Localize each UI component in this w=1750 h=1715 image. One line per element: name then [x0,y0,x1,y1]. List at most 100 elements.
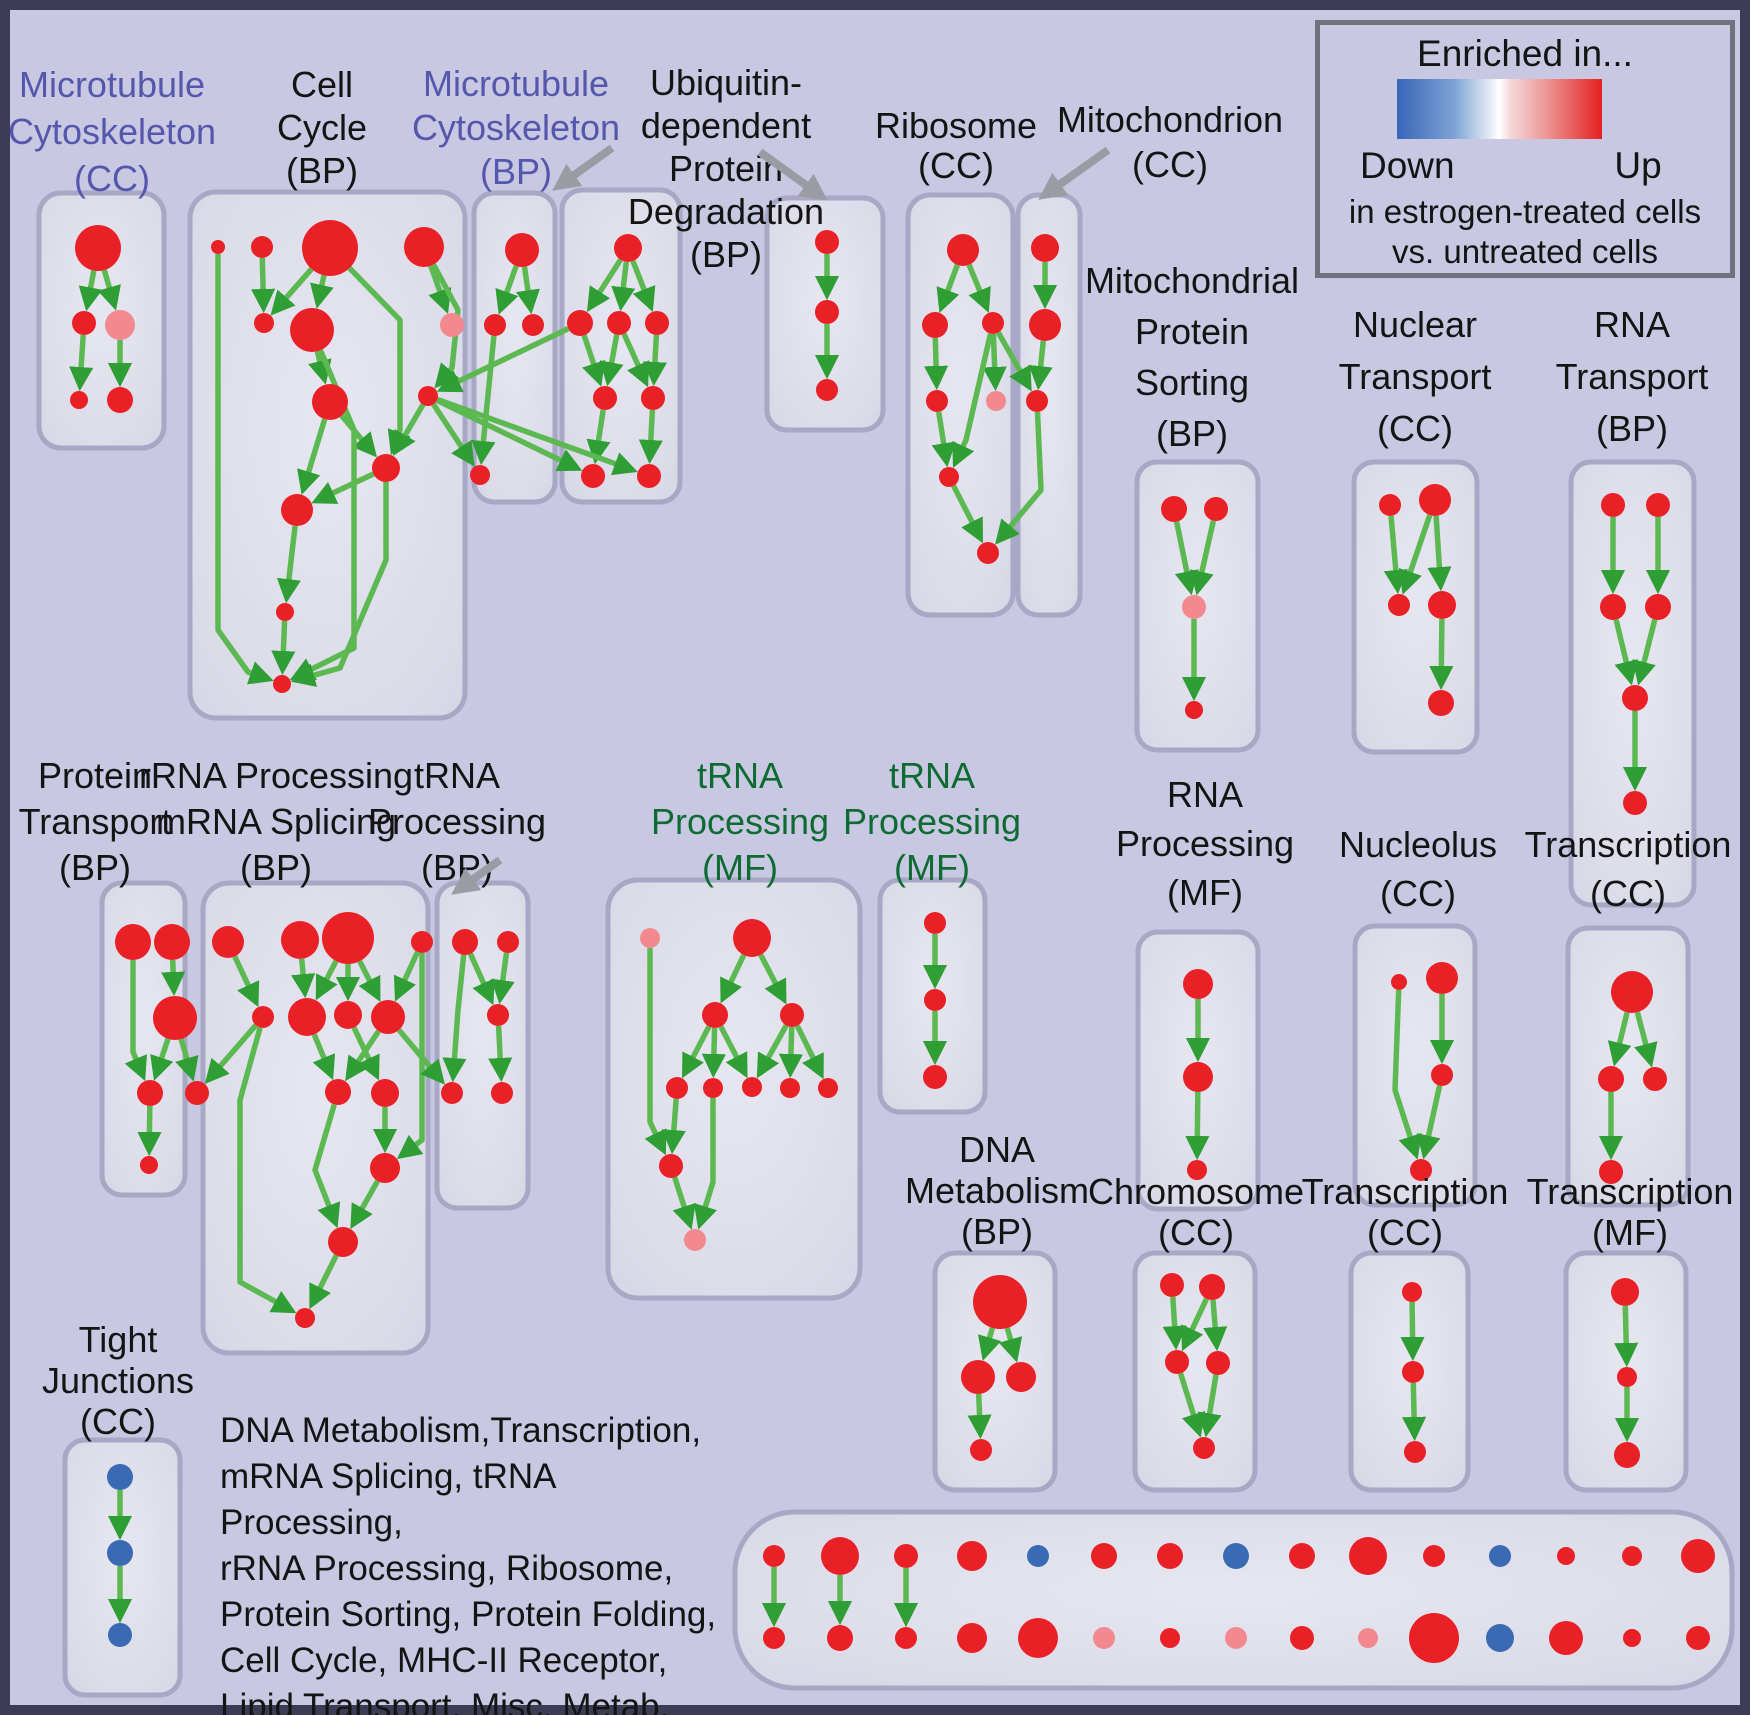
go-term-node [1611,1278,1639,1306]
go-term-node [487,1004,509,1026]
go-term-node [1423,1545,1445,1567]
go-term-node [1289,1543,1315,1569]
go-term-node [505,233,539,267]
cluster-label-mitochondrion-cc: Mitochondrion [1057,99,1283,140]
go-relation-edge [982,333,1007,392]
go-relation-edge [586,409,611,465]
go-relation-edge [351,1026,380,1081]
go-term-node [1402,1282,1422,1302]
go-term-node [1187,1160,1207,1180]
go-term-node [1029,309,1061,341]
go-term-node [1206,1351,1230,1375]
cluster-label-cell-cycle-bp: Cycle [277,107,367,148]
go-term-node [703,1078,723,1098]
cluster-box-misc-cluster-pill [732,1509,1735,1691]
go-term-node [1358,1628,1378,1648]
go-relation-edge [232,955,260,1008]
go-relation-edge [1185,1091,1210,1161]
cluster-box-nuclear-transport-cc [1351,459,1480,755]
go-term-node [1643,1067,1667,1091]
go-term-node [1601,493,1625,517]
go-term-node [185,1081,209,1105]
go-relation-edge [630,260,656,312]
cluster-label-ribosome-cc: Ribosome [875,105,1037,146]
go-term-node [1006,1362,1036,1392]
go-relation-edge [1028,340,1053,391]
go-term-node [1165,1350,1189,1374]
go-relation-edge [1181,1297,1209,1352]
go-term-node [1599,1160,1623,1184]
go-term-node [522,314,544,336]
go-relation-edge [681,1025,712,1079]
go-relation-edge [150,1038,174,1081]
go-relation-edge [515,266,540,315]
go-term-node [288,998,326,1036]
cluster-label-dna-metabolism-bp: Metabolism [905,1170,1089,1211]
go-relation-edge [720,953,747,1004]
go-term-node [372,454,400,482]
go-term-node [70,391,88,409]
misc-text-line: Cell Cycle, MHC-II Receptor, [220,1641,668,1680]
go-term-node [1185,701,1203,719]
legend-gradient-bar [1397,79,1602,139]
go-term-node [273,675,291,693]
cluster-label-mitochondrial-protein-sorting-bp: (BP) [1156,413,1228,454]
go-term-node [276,603,294,621]
go-term-node [1379,494,1401,516]
go-term-node [107,1464,133,1490]
go-term-node [894,1544,918,1568]
go-term-node [107,387,133,413]
cluster-label-nucleolus-cc: (CC) [1380,873,1456,914]
cluster-label-microtubule-cytoskeleton-cc: Microtubule [19,64,205,105]
cluster-label-cell-cycle-bp: Cell [291,64,353,105]
go-term-node [614,234,642,262]
go-relation-edge [431,402,475,467]
go-relation-edge [393,950,421,1002]
go-term-node [1646,493,1670,517]
go-term-node [922,312,948,338]
go-relation-edge [638,409,663,465]
go-term-node [816,379,838,401]
go-term-node [961,1360,995,1394]
cluster-label-nuclear-transport-cc: Transport [1339,356,1492,397]
go-relation-edge [435,397,583,472]
go-term-node [1549,1621,1583,1655]
go-relation-edge [1632,618,1658,686]
go-relation-edge [495,265,519,315]
misc-text-line: DNA Metabolism,Transcription, [220,1411,702,1450]
cluster-label-mitochondrial-protein-sorting-bp: Mitochondrial [1085,260,1299,301]
label-pointer-arrow [552,144,615,191]
go-term-node [281,921,319,959]
go-relation-edge [1402,1382,1427,1442]
go-term-node [957,1541,987,1571]
cluster-label-transcription-cc-bottom: (CC) [1367,1212,1443,1253]
go-relation-edge [471,335,497,466]
cluster-label-ubiquitin-degradation-bp: (BP) [690,234,762,275]
go-relation-edge [931,411,956,468]
go-term-node [1402,1361,1424,1383]
cluster-label-protein-transport-bp: Transport [19,801,172,842]
go-term-node [1686,1626,1710,1650]
go-relation-edge [161,959,186,997]
go-term-node [404,227,444,267]
go-relation-edge [1177,1372,1206,1438]
go-term-node [371,1000,405,1034]
go-term-node [1409,1613,1459,1663]
go-relation-edge [952,333,994,468]
go-relation-edge [1607,1011,1632,1067]
nodes-layer [70,220,1715,1663]
cluster-label-transcription-mf: (MF) [1592,1212,1668,1253]
go-term-node [1091,1543,1117,1569]
cluster-label-trna-processing-mf-1: (MF) [702,847,778,888]
go-term-node [418,386,438,406]
cluster-box-transcription-cc-mid [1565,925,1691,1208]
go-relation-edge [309,1254,339,1310]
go-relation-edge [215,254,274,685]
cluster-label-dna-metabolism-bp: DNA [959,1129,1035,1170]
cluster-label-tight-junctions-cc: Tight [79,1319,158,1360]
go-relation-edge [1427,515,1452,592]
cluster-box-protein-transport-bp [99,880,188,1198]
go-relation-edge [642,334,668,387]
go-term-node [140,1156,158,1174]
